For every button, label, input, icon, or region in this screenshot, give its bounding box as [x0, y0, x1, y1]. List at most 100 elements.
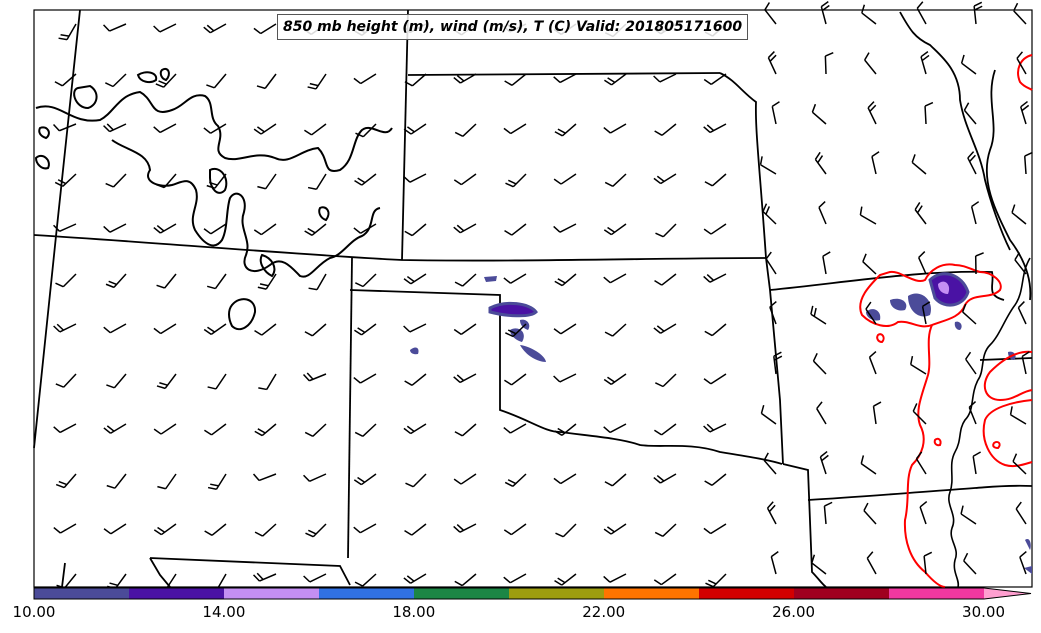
wind-barb: [762, 203, 777, 225]
wind-barb: [53, 423, 77, 434]
wind-barb: [156, 373, 177, 390]
wind-barb: [1011, 204, 1027, 225]
wind-barb: [553, 373, 577, 383]
colorbar-extension: [984, 588, 1031, 599]
wind-barb: [968, 400, 977, 425]
wind-barb: [505, 323, 527, 338]
precip-shading: [410, 272, 1032, 574]
wind-barb: [1016, 51, 1027, 75]
colorbar-segment: [224, 588, 320, 599]
wind-barb: [555, 523, 577, 538]
wind-barb: [759, 156, 777, 175]
wind-barb: [253, 23, 277, 35]
temperature-contour: [859, 54, 1033, 588]
wind-barb: [820, 1, 830, 25]
wind-barb: [703, 223, 727, 235]
wind-barb: [253, 223, 277, 236]
wind-barb: [703, 423, 727, 433]
wind-barb: [253, 572, 277, 582]
wind-barb: [704, 173, 727, 187]
wind-barb: [404, 523, 427, 536]
wind-barb: [916, 1, 927, 25]
wind-barb: [818, 201, 827, 225]
wind-barb: [654, 273, 677, 286]
map-frame: [33, 9, 1033, 588]
wind-barb: [304, 323, 327, 337]
wind-barb: [653, 173, 677, 185]
wind-barb: [353, 473, 377, 486]
wind-barb: [405, 473, 427, 488]
wind-barb: [1023, 151, 1033, 175]
wind-barb: [53, 523, 77, 534]
wind-barb: [960, 505, 977, 525]
wind-barb: [106, 373, 127, 389]
wind-barb: [58, 23, 77, 41]
wind-barb: [914, 202, 927, 225]
wind-barb: [819, 450, 829, 475]
wind-barb: [965, 351, 977, 375]
wind-barb: [453, 323, 477, 335]
wind-barb: [866, 551, 877, 575]
colorbar: [33, 587, 1032, 600]
colorbar-tick-label: 14.00: [202, 603, 246, 621]
wind-barbs: [52, 1, 1033, 591]
wind-barb: [55, 273, 77, 288]
wind-barb: [204, 423, 227, 436]
wind-barb: [704, 473, 727, 486]
wind-barb: [206, 73, 227, 89]
wind-barb: [204, 523, 227, 536]
river: [948, 257, 1031, 588]
wind-barb: [760, 404, 777, 425]
wind-barb: [103, 123, 127, 133]
colorbar-tick-label: 26.00: [772, 603, 816, 621]
wind-barb: [771, 101, 780, 125]
colorbar-segment: [794, 588, 890, 599]
wind-barb: [105, 273, 127, 289]
wind-barb: [765, 251, 777, 275]
wind-barb: [554, 423, 577, 436]
wind-barb: [553, 223, 577, 233]
wind-barb: [603, 523, 627, 535]
wind-barb: [504, 373, 527, 386]
wind-barb: [203, 223, 227, 235]
wind-barb: [960, 54, 977, 75]
colorbar-segment: [34, 588, 130, 599]
wind-barb: [924, 101, 934, 125]
wind-barb: [970, 201, 980, 225]
wind-barb: [1013, 2, 1027, 25]
wind-barb: [55, 373, 77, 388]
wind-barb: [257, 173, 277, 190]
wind-barb: [155, 73, 177, 88]
wind-barb: [604, 473, 627, 487]
wind-barb: [203, 123, 227, 134]
wind-barb: [105, 173, 127, 188]
wind-barb: [403, 273, 427, 285]
wind-barb: [504, 473, 527, 487]
wind-barb: [917, 251, 927, 275]
colorbar-tick-label: 10.00: [12, 603, 56, 621]
colorbar-tick-label: 18.00: [392, 603, 436, 621]
wind-barb: [302, 372, 327, 382]
wind-barb: [354, 323, 377, 336]
wind-barb: [403, 173, 427, 183]
wind-barb: [454, 423, 477, 437]
wind-barb: [654, 123, 677, 136]
wind-barb: [503, 523, 527, 536]
wind-barb: [454, 123, 477, 137]
wind-barb: [103, 323, 127, 334]
wind-barb: [653, 73, 677, 83]
wind-barb: [254, 523, 277, 537]
wind-barb: [923, 551, 933, 575]
wind-barb: [823, 501, 833, 525]
wind-barb: [156, 273, 177, 289]
wind-barb: [553, 473, 577, 485]
wind-barb: [203, 323, 227, 335]
wind-barb: [919, 500, 928, 525]
wind-barb: [157, 473, 177, 490]
wind-barb: [767, 51, 777, 75]
wind-barb: [822, 251, 831, 275]
wind-barb: [604, 323, 627, 337]
wind-barb: [304, 223, 327, 236]
colorbar-segment: [129, 588, 225, 599]
wind-barb: [52, 123, 77, 132]
